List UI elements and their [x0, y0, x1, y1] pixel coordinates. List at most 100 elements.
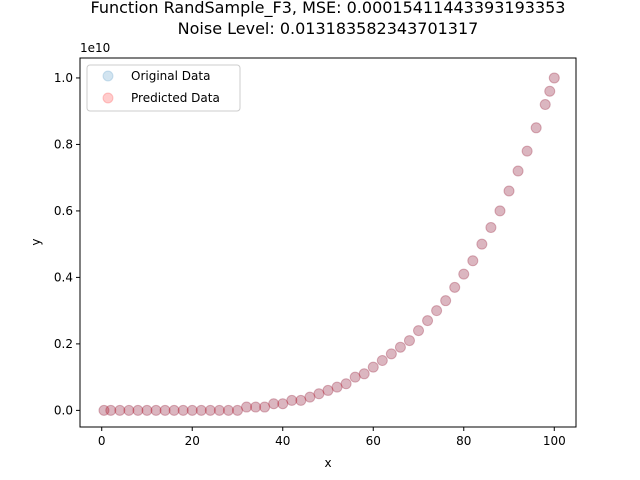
data-point-series-0	[295, 394, 307, 406]
data-point-series-1	[222, 404, 234, 416]
data-point-series-0	[259, 401, 271, 413]
x-tick-label: 20	[185, 434, 200, 448]
legend-marker-predicted	[102, 92, 114, 104]
data-point-series-0	[440, 295, 452, 307]
ticks-layer: 0 20 40 60 80 100 0.0 0.2 0.4 0.6 0.8 1.0	[54, 71, 566, 448]
data-point-series-1	[349, 371, 361, 383]
data-point-series-1	[422, 315, 434, 327]
data-point-series-0	[548, 72, 560, 84]
data-point-series-1	[150, 404, 162, 416]
data-point-series-0	[168, 404, 180, 416]
data-point-series-1	[241, 401, 253, 413]
data-point-series-1	[105, 404, 117, 416]
data-point-series-1	[213, 404, 225, 416]
data-point-series-0	[539, 99, 551, 111]
plot-area	[80, 58, 576, 427]
data-point-series-1	[304, 391, 316, 403]
data-point-series-0	[544, 85, 556, 97]
data-point-series-1	[159, 404, 171, 416]
data-point-series-0	[98, 404, 110, 416]
data-point-series-0	[268, 398, 280, 410]
data-point-series-1	[394, 341, 406, 353]
y-tick-label: 0.6	[54, 204, 73, 218]
data-point-series-0	[431, 305, 443, 317]
data-point-series-1	[521, 145, 533, 157]
data-point-series-0	[376, 355, 388, 367]
data-point-series-1	[123, 404, 135, 416]
data-point-series-1	[295, 394, 307, 406]
data-point-series-1	[485, 222, 497, 234]
data-point-series-0	[521, 145, 533, 157]
data-point-series-0	[503, 185, 515, 197]
x-tick-label: 40	[275, 434, 290, 448]
data-point-series-0	[403, 335, 415, 347]
data-point-series-0	[141, 404, 153, 416]
data-point-series-0	[485, 222, 497, 234]
x-tick-label: 60	[366, 434, 381, 448]
y-axis-label: y	[29, 238, 43, 245]
data-point-series-0	[449, 281, 461, 293]
data-point-series-0	[413, 325, 425, 337]
points-layer	[98, 72, 560, 416]
data-point-series-1	[168, 404, 180, 416]
data-point-series-1	[340, 378, 352, 390]
data-point-series-1	[277, 398, 289, 410]
data-point-series-1	[458, 268, 470, 280]
data-point-series-1	[231, 404, 243, 416]
data-point-series-0	[105, 404, 117, 416]
data-point-series-0	[422, 315, 434, 327]
data-point-series-0	[340, 378, 352, 390]
data-point-series-0	[385, 348, 397, 360]
legend-box	[86, 64, 241, 112]
x-tick-label: 80	[456, 434, 471, 448]
data-point-series-0	[286, 394, 298, 406]
data-point-series-1	[503, 185, 515, 197]
data-point-series-1	[331, 381, 343, 393]
y-tick-label: 1.0	[54, 71, 73, 85]
data-point-series-0	[277, 398, 289, 410]
data-point-series-0	[241, 401, 253, 413]
data-point-series-1	[268, 398, 280, 410]
legend-label-original: Original Data	[131, 69, 210, 83]
data-point-series-1	[512, 165, 524, 177]
y-tick-label: 0.0	[54, 403, 73, 417]
data-point-series-0	[512, 165, 524, 177]
data-point-series-1	[313, 388, 325, 400]
y-offset-text: 1e10	[80, 41, 110, 55]
data-point-series-1	[544, 85, 556, 97]
data-point-series-0	[313, 388, 325, 400]
data-point-series-0	[458, 268, 470, 280]
data-point-series-0	[476, 238, 488, 250]
x-axis-label: x	[324, 456, 331, 470]
x-tick-label: 100	[543, 434, 566, 448]
data-point-series-1	[539, 99, 551, 111]
data-point-series-1	[132, 404, 144, 416]
data-point-series-1	[440, 295, 452, 307]
data-point-series-1	[250, 401, 262, 413]
data-point-series-1	[195, 404, 207, 416]
data-point-series-0	[394, 341, 406, 353]
data-point-series-0	[123, 404, 135, 416]
data-point-series-1	[259, 401, 271, 413]
data-point-series-1	[376, 355, 388, 367]
data-point-series-1	[403, 335, 415, 347]
data-point-series-1	[385, 348, 397, 360]
data-point-series-0	[132, 404, 144, 416]
data-point-series-0	[349, 371, 361, 383]
data-point-series-1	[548, 72, 560, 84]
data-point-series-1	[449, 281, 461, 293]
data-point-series-0	[150, 404, 162, 416]
data-point-series-0	[231, 404, 243, 416]
data-point-series-1	[467, 255, 479, 267]
data-point-series-0	[159, 404, 171, 416]
data-point-series-1	[367, 361, 379, 373]
data-point-series-1	[204, 404, 216, 416]
data-point-series-1	[530, 122, 542, 134]
legend-marker-original	[102, 70, 114, 82]
data-point-series-0	[204, 404, 216, 416]
data-point-series-0	[222, 404, 234, 416]
data-point-series-1	[114, 404, 126, 416]
data-point-series-0	[358, 368, 370, 380]
data-point-series-0	[213, 404, 225, 416]
